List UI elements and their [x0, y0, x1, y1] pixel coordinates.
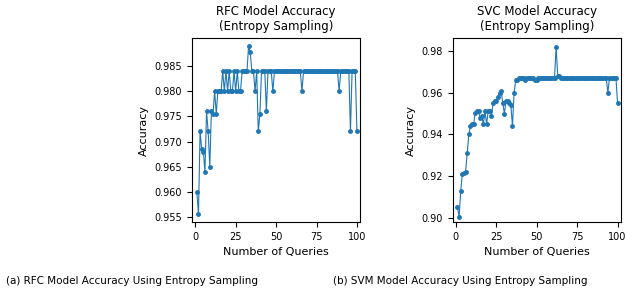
Y-axis label: Accuracy: Accuracy: [139, 105, 149, 156]
Y-axis label: Accuracy: Accuracy: [406, 105, 416, 156]
Text: (b) SVM Model Accuracy Using Entropy Sampling: (b) SVM Model Accuracy Using Entropy Sam…: [333, 276, 588, 286]
X-axis label: Number of Queries: Number of Queries: [223, 247, 329, 257]
Title: SVC Model Accuracy
(Entropy Sampling): SVC Model Accuracy (Entropy Sampling): [477, 5, 596, 33]
Title: RFC Model Accuracy
(Entropy Sampling): RFC Model Accuracy (Entropy Sampling): [216, 5, 336, 33]
X-axis label: Number of Queries: Number of Queries: [484, 247, 589, 257]
Text: (a) RFC Model Accuracy Using Entropy Sampling: (a) RFC Model Accuracy Using Entropy Sam…: [6, 276, 259, 286]
